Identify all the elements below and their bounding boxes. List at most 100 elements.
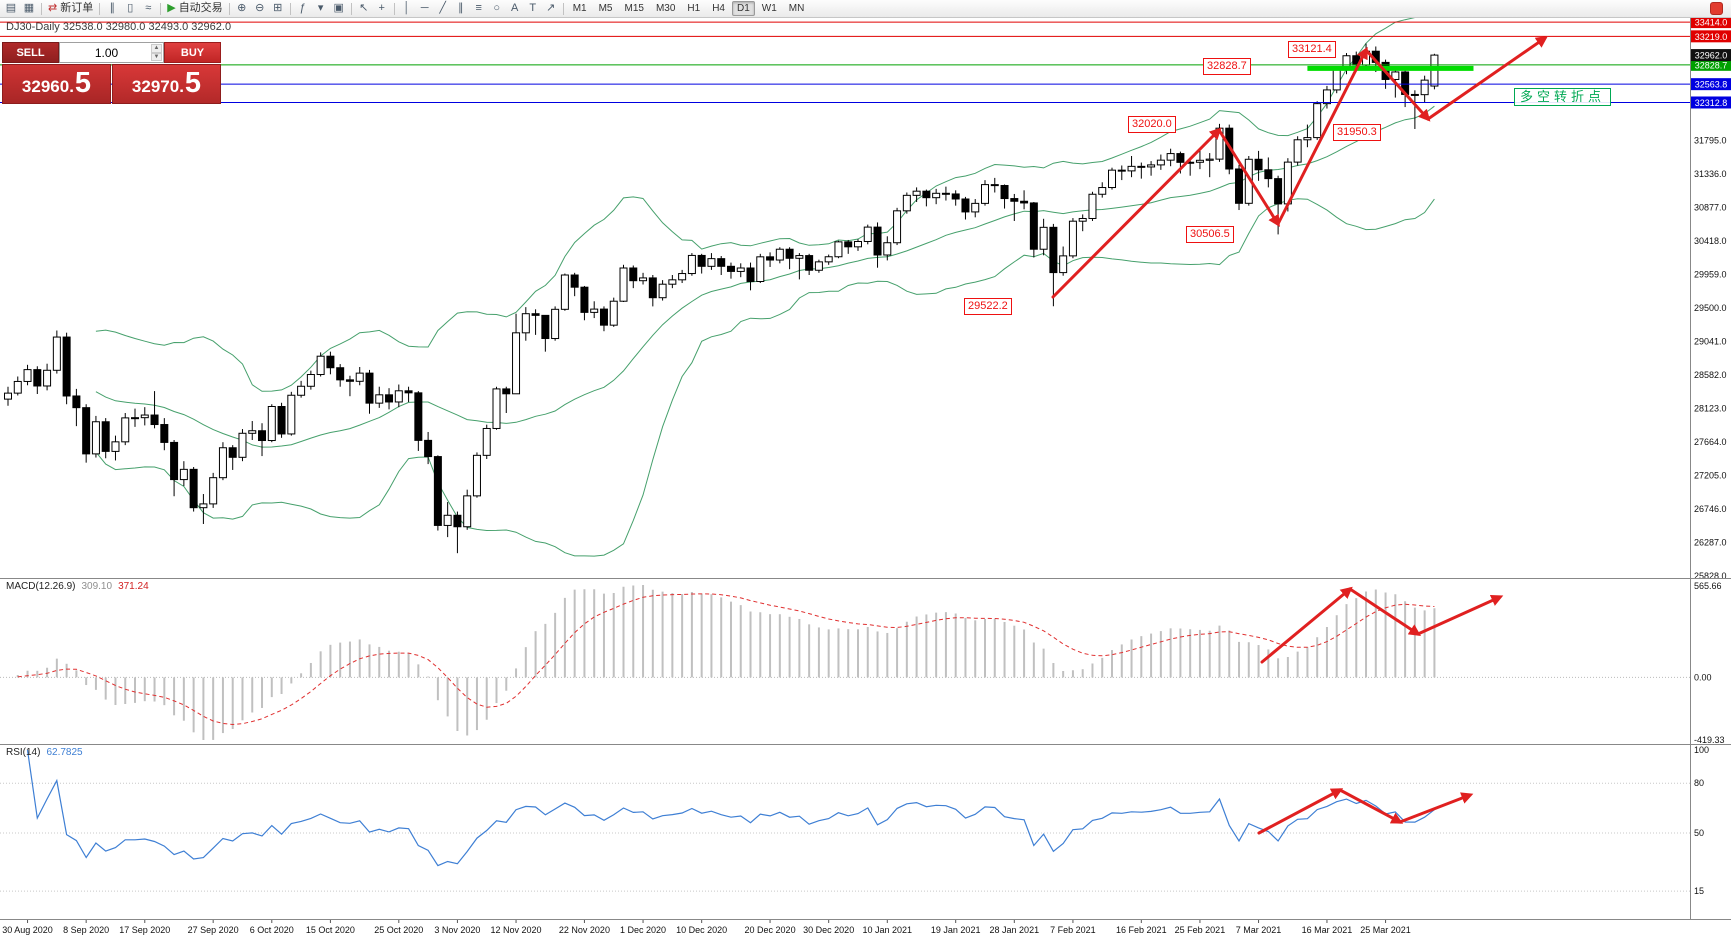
crosshair-icon: + xyxy=(378,2,385,14)
svg-text:100: 100 xyxy=(1694,745,1709,755)
templates-button[interactable]: ▣ xyxy=(330,1,348,17)
arrows-icon: ↗ xyxy=(546,2,556,14)
macd-label: MACD(12.26.9) 309.10 371.24 xyxy=(6,581,149,592)
timeframe-m15-button[interactable]: M15 xyxy=(624,3,644,14)
timeframe-h1-button[interactable]: H1 xyxy=(687,3,701,14)
svg-text:32563.8: 32563.8 xyxy=(1695,80,1728,90)
line-chart-button[interactable]: ≈ xyxy=(139,1,157,17)
svg-text:27664.0: 27664.0 xyxy=(1694,437,1727,447)
candles-layer xyxy=(4,43,1439,554)
tile-windows-button[interactable]: ⊞ xyxy=(269,1,287,17)
bar-chart-button[interactable]: ∥ xyxy=(103,1,121,17)
zoom-in-button[interactable]: ⊕ xyxy=(233,1,251,17)
ask-price[interactable]: 32970. 5 xyxy=(112,64,221,104)
periods-icon: ▾ xyxy=(317,2,324,14)
trendline-button[interactable]: ╱ xyxy=(434,1,452,17)
svg-text:80: 80 xyxy=(1694,778,1704,788)
toolbar-separator xyxy=(160,2,162,15)
channel-button[interactable]: ∥ xyxy=(452,1,470,17)
rsi-axis: 100 80 50 15 xyxy=(1694,745,1709,896)
text-icon: A xyxy=(511,2,519,14)
macd-value-main: 309.10 xyxy=(81,581,113,592)
rsi-value: 62.7825 xyxy=(46,747,83,758)
vertical-line-button[interactable]: │ xyxy=(398,1,416,17)
svg-text:33414.0: 33414.0 xyxy=(1695,18,1728,28)
macd-name: MACD(12.26.9) xyxy=(6,581,76,592)
svg-text:28582.0: 28582.0 xyxy=(1694,370,1727,380)
svg-text:16 Mar 2021: 16 Mar 2021 xyxy=(1302,925,1353,935)
timeframe-m30-button[interactable]: M30 xyxy=(655,3,676,14)
svg-text:6 Oct 2020: 6 Oct 2020 xyxy=(250,925,294,935)
text-t-icon: T xyxy=(529,2,537,14)
svg-text:-419.33: -419.33 xyxy=(1694,735,1725,745)
channel-icon: ∥ xyxy=(457,2,464,14)
autotrade-icon: ▶ xyxy=(167,2,176,14)
arrows-button[interactable]: ↗ xyxy=(542,1,560,17)
profiles-button[interactable]: ▦ xyxy=(20,1,38,17)
time-axis[interactable]: 30 Aug 2020 8 Sep 2020 17 Sep 2020 27 Sep 2… xyxy=(2,920,1411,935)
lot-decrease-button[interactable]: ▼ xyxy=(151,52,162,61)
svg-text:7 Feb 2021: 7 Feb 2021 xyxy=(1050,925,1096,935)
svg-text:17 Sep 2020: 17 Sep 2020 xyxy=(119,925,170,935)
sell-button[interactable]: SELL xyxy=(2,42,59,63)
new-order-button[interactable]: ⇄ 新订单 xyxy=(45,1,96,17)
periods-button[interactable]: ▾ xyxy=(312,1,330,17)
new-chart-button[interactable]: ▤ xyxy=(2,1,20,17)
buy-button[interactable]: BUY xyxy=(164,42,221,63)
toolbar-separator xyxy=(228,2,230,15)
timeframe-w1-button[interactable]: W1 xyxy=(761,3,777,14)
price-axis[interactable]: 31795.0 31336.0 30877.0 30418.0 29959.0 29500… xyxy=(1694,135,1727,581)
horizontal-lines[interactable]: 33414.0 33219.0 32828.7 32563.8 32312.8 xyxy=(0,16,1731,109)
fibonacci-button[interactable]: ≡ xyxy=(470,1,488,17)
top-toolbar: ▤ ▦ ⇄ 新订单 ∥ ▯ ≈ ▶ 自动交易 ⊕ ⊖ ⊞ ƒ ▾ ▣ ↖ + │ ─ ╱ ∥ ≡ ○ A T ↗ M1 M5 M15 M… xyxy=(0,0,1731,18)
svg-text:29959.0: 29959.0 xyxy=(1694,269,1727,279)
shapes-icon: ○ xyxy=(493,2,501,14)
support-zone-bar[interactable] xyxy=(1307,65,1474,71)
timeframe-m1-button[interactable]: M1 xyxy=(572,3,587,14)
shapes-button[interactable]: ○ xyxy=(488,1,506,17)
svg-text:7 Mar 2021: 7 Mar 2021 xyxy=(1236,925,1282,935)
timeframe-d1-button[interactable]: D1 xyxy=(732,1,755,16)
crosshair-button[interactable]: + xyxy=(373,1,391,17)
indicators-button[interactable]: ƒ xyxy=(294,1,312,17)
timeframe-mn-button[interactable]: MN xyxy=(788,3,805,14)
svg-text:27 Sep 2020: 27 Sep 2020 xyxy=(188,925,239,935)
new-chart-icon: ▤ xyxy=(5,2,17,14)
svg-text:30 Dec 2020: 30 Dec 2020 xyxy=(803,925,854,935)
svg-text:27205.0: 27205.0 xyxy=(1694,470,1727,480)
alert-icon[interactable] xyxy=(1710,2,1723,15)
zoom-out-button[interactable]: ⊖ xyxy=(251,1,269,17)
lot-increase-button[interactable]: ▲ xyxy=(151,44,162,53)
svg-text:3 Nov 2020: 3 Nov 2020 xyxy=(434,925,480,935)
zoom-out-icon: ⊖ xyxy=(255,2,265,14)
timeframe-m5-button[interactable]: M5 xyxy=(598,3,613,14)
text-t-button[interactable]: T xyxy=(524,1,542,17)
timeframe-h4-button[interactable]: H4 xyxy=(712,3,725,14)
toolbar-separator xyxy=(41,2,42,15)
svg-text:32312.8: 32312.8 xyxy=(1695,98,1728,108)
symbol-ohlc-info: DJ30-Daily 32538.0 32980.0 32493.0 32962… xyxy=(6,21,232,33)
text-button[interactable]: A xyxy=(506,1,524,17)
candlestick-button[interactable]: ▯ xyxy=(121,1,139,17)
current-price-tag: 32962.0 xyxy=(1691,49,1731,62)
candlestick-icon: ▯ xyxy=(127,2,134,14)
bid-price-pip: 5 xyxy=(74,67,92,99)
macd-histogram xyxy=(16,585,1436,740)
svg-text:25828.0: 25828.0 xyxy=(1694,571,1727,581)
rsi-label: RSI(14) 62.7825 xyxy=(6,747,83,758)
lot-size-input[interactable] xyxy=(60,43,163,62)
svg-text:10 Dec 2020: 10 Dec 2020 xyxy=(676,925,727,935)
svg-text:25 Oct 2020: 25 Oct 2020 xyxy=(374,925,423,935)
svg-text:15: 15 xyxy=(1694,886,1704,896)
trend-arrows-rsi xyxy=(1257,788,1474,835)
svg-text:29041.0: 29041.0 xyxy=(1694,336,1727,346)
fibonacci-icon: ≡ xyxy=(475,2,482,14)
svg-text:20 Dec 2020: 20 Dec 2020 xyxy=(745,925,796,935)
cursor-button[interactable]: ↖ xyxy=(355,1,373,17)
macd-signal-line xyxy=(17,593,1435,726)
svg-text:26746.0: 26746.0 xyxy=(1694,504,1727,514)
autotrade-button[interactable]: ▶ 自动交易 xyxy=(164,1,225,17)
horizontal-line-button[interactable]: ─ xyxy=(416,1,434,17)
bid-price[interactable]: 32960. 5 xyxy=(2,64,111,104)
